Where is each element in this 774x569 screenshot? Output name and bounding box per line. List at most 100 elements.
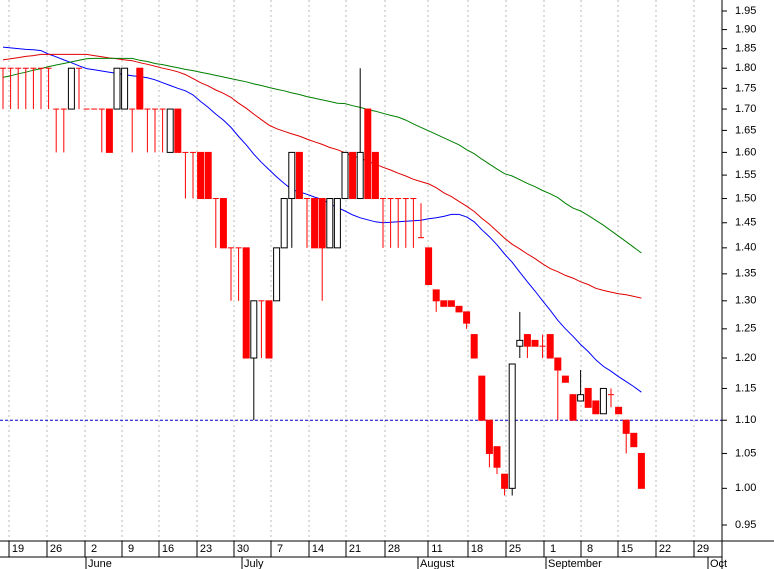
candle-body <box>463 311 471 324</box>
candle-body <box>311 198 319 249</box>
candle-body <box>630 432 638 448</box>
y-tick-label: 1.30 <box>735 295 756 307</box>
x-tick-label: 30 <box>237 543 249 555</box>
y-tick-label: 1.50 <box>735 192 756 204</box>
y-tick-label: 1.60 <box>735 146 756 158</box>
y-tick-label: 1.65 <box>735 124 756 136</box>
x-tick-label: 2 <box>91 543 97 555</box>
x-tick-label: 18 <box>471 543 483 555</box>
y-tick-label: 1.35 <box>735 268 756 280</box>
x-tick-label: 7 <box>277 543 283 555</box>
candle-body <box>622 419 630 434</box>
month-label: Oct <box>710 558 727 569</box>
y-tick-label: 1.25 <box>735 323 756 335</box>
x-tick-label: 26 <box>50 543 62 555</box>
x-tick-label: 16 <box>162 543 174 555</box>
candle-body <box>470 334 478 359</box>
y-tick-label: 1.05 <box>735 447 756 459</box>
y-tick-label: 1.20 <box>735 352 756 364</box>
candle-body <box>219 198 227 249</box>
y-tick-label: 1.90 <box>735 23 756 35</box>
y-tick-label: 1.80 <box>735 62 756 74</box>
candle-body <box>599 387 607 415</box>
plot-area <box>0 46 722 496</box>
candle-body <box>516 339 524 347</box>
candle-body <box>341 151 349 200</box>
candle-body <box>501 473 509 489</box>
candle-body <box>584 387 592 408</box>
candle-body <box>318 198 326 249</box>
x-tick-label: 28 <box>388 543 400 555</box>
y-tick-label: 1.10 <box>735 414 756 426</box>
candle-body <box>569 394 577 421</box>
grid <box>8 0 695 541</box>
x-tick-label: 29 <box>697 543 709 555</box>
x-tick-label: 19 <box>12 543 24 555</box>
candle-body <box>455 305 463 313</box>
candle-body <box>204 151 212 200</box>
candle-body <box>273 247 281 302</box>
candle-body <box>592 400 600 415</box>
candle-body <box>166 108 174 153</box>
month-label: June <box>88 558 112 569</box>
candle-body <box>174 108 182 153</box>
month-label: August <box>420 558 454 569</box>
candle-body <box>485 419 493 454</box>
candle-body <box>478 375 486 421</box>
candle-body <box>523 334 531 347</box>
candle-body <box>295 151 303 200</box>
candle-body <box>265 300 273 359</box>
candle-body <box>333 198 341 249</box>
candle-body <box>577 394 585 402</box>
x-tick-label: 15 <box>621 543 633 555</box>
candle-body <box>364 108 372 200</box>
y-tick-label: 1.40 <box>735 242 756 254</box>
y-tick-label: 1.85 <box>735 43 756 55</box>
x-tick-label: 22 <box>659 543 671 555</box>
candle-body <box>615 406 623 415</box>
candle-body <box>531 339 539 347</box>
x-tick-label: 23 <box>200 543 212 555</box>
x-tick-label: 9 <box>128 543 134 555</box>
candle-body <box>105 108 113 153</box>
y-tick-label: 1.15 <box>735 382 756 394</box>
y-tick-label: 1.45 <box>735 217 756 229</box>
y-tick-label: 0.95 <box>735 519 756 531</box>
candle-body <box>447 300 455 307</box>
y-tick-label: 1.95 <box>735 5 756 17</box>
month-label: September <box>548 558 602 569</box>
y-tick-label: 1.55 <box>735 169 756 181</box>
candle-body <box>326 198 334 249</box>
candle-body <box>440 300 448 307</box>
candle-body <box>554 357 562 371</box>
candle-body <box>250 300 258 359</box>
candle-body <box>356 151 364 200</box>
candle-body <box>121 67 129 110</box>
candle-body <box>425 247 433 286</box>
candle-body <box>637 452 645 489</box>
candle-body <box>136 67 144 110</box>
candle-body <box>349 151 357 200</box>
x-tick-label: 11 <box>431 543 442 555</box>
y-tick-label: 1.70 <box>735 103 756 115</box>
candle-body <box>432 289 440 302</box>
candle-body <box>371 151 379 200</box>
x-tick-label: 25 <box>509 543 521 555</box>
moving-average-line <box>2 57 642 254</box>
x-tick-label: 1 <box>550 543 556 555</box>
candle-body <box>508 363 516 489</box>
candle-body <box>113 67 121 110</box>
candle-body <box>493 446 501 468</box>
candle-body <box>197 151 205 200</box>
candle-body <box>288 151 296 200</box>
month-label: July <box>244 558 264 569</box>
candle-body <box>546 334 554 359</box>
x-tick-label: 8 <box>587 543 593 555</box>
y-tick-label: 1.00 <box>735 482 756 494</box>
x-tick-label: 14 <box>312 543 324 555</box>
x-tick-label: 21 <box>349 543 361 555</box>
candle-body <box>242 247 250 359</box>
